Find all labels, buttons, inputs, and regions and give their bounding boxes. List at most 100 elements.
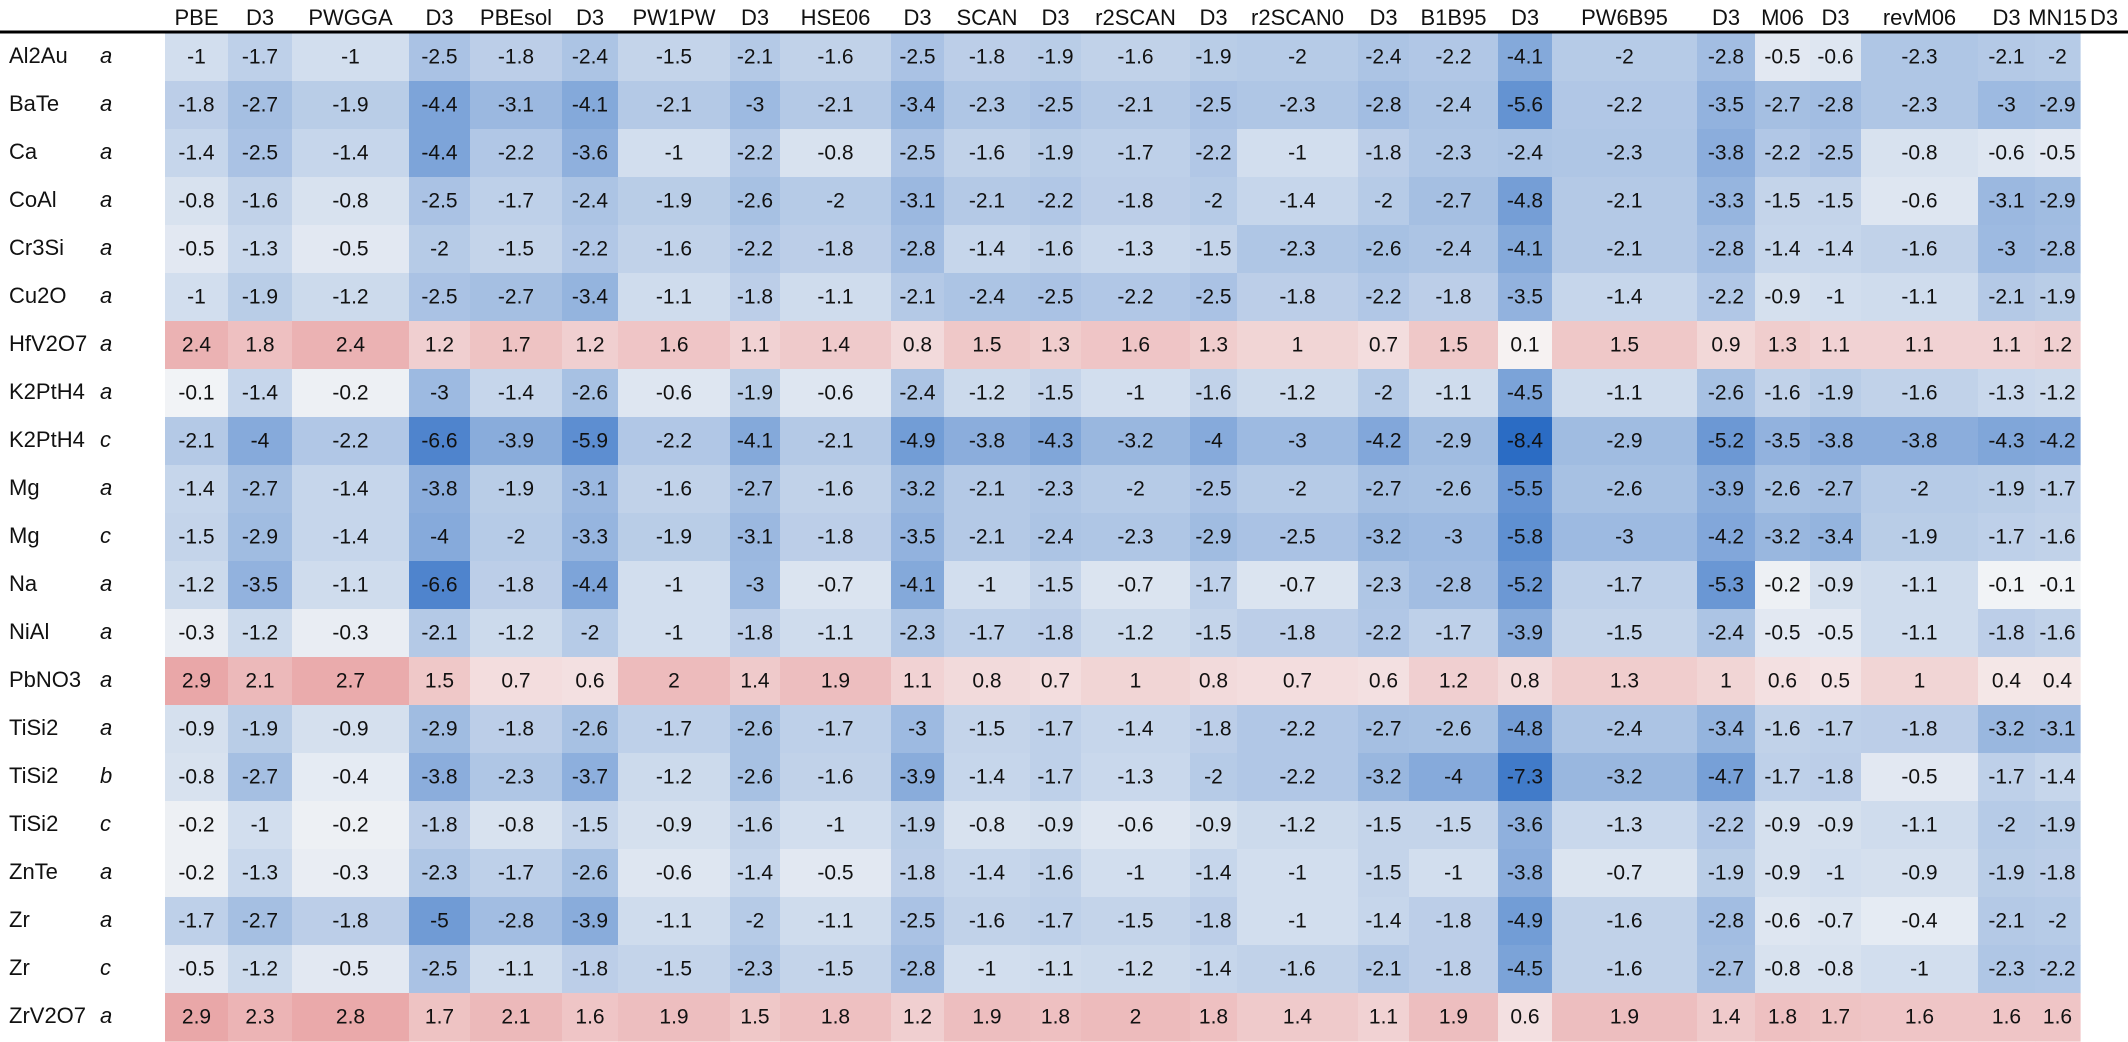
heatmap-cell: [780, 513, 892, 562]
heatmap-cell: [292, 993, 410, 1042]
heatmap-cell: [1081, 705, 1191, 754]
heatmap-cell: [1358, 417, 1410, 466]
cell-value-label: 0.9: [1711, 334, 1740, 357]
cell-value-label: -1.7: [1817, 718, 1853, 741]
cell-value-label: -1.9: [242, 286, 278, 309]
heatmap-cell: [292, 81, 410, 130]
heatmap-cell: [1030, 321, 1082, 370]
cell-value-label: -2.8: [1365, 94, 1401, 117]
cell-value-label: -2.3: [1365, 574, 1401, 597]
cell-value-label: -2.9: [2039, 94, 2075, 117]
row-label-material: Al2Au: [9, 43, 68, 68]
cell-value-label: 1: [1130, 670, 1142, 693]
cell-value-label: -1.6: [969, 142, 1005, 165]
heatmap-cell: [1030, 513, 1082, 562]
cell-value-label: -2.3: [737, 958, 773, 981]
heatmap-cell: [1409, 321, 1499, 370]
cell-value-label: -1: [1288, 142, 1307, 165]
cell-value-label: -0.6: [1764, 910, 1800, 933]
cell-value-label: -3.1: [737, 526, 773, 549]
heatmap-cell: [1810, 225, 1862, 274]
cell-value-label: -1.3: [242, 862, 278, 885]
cell-value-label: -1.7: [1117, 142, 1153, 165]
heatmap-cell: [470, 33, 563, 82]
cell-value-label: -2.6: [1435, 478, 1471, 501]
heatmap-cell: [1978, 753, 2036, 802]
heatmap-cell: [944, 33, 1031, 82]
cell-value-label: -0.6: [656, 382, 692, 405]
cell-value-label: -0.9: [1901, 862, 1937, 885]
heatmap-cell: [1755, 177, 1811, 226]
row-label-axis: c: [100, 955, 111, 980]
heatmap-cell: [228, 705, 293, 754]
heatmap-cell: [228, 273, 293, 322]
heatmap-cell: [780, 993, 892, 1042]
cell-value-label: -1.8: [332, 910, 368, 933]
row-label-material: HfV2O7: [9, 331, 87, 356]
cell-value-label: 2.9: [182, 670, 211, 693]
heatmap-cell: [1861, 609, 1979, 658]
heatmap-cell: [1498, 993, 1553, 1042]
cell-value-label: -2.2: [1708, 286, 1744, 309]
heatmap-cell: [1755, 321, 1811, 370]
heatmap-cell: [1810, 657, 1862, 706]
heatmap-cell: [1978, 993, 2036, 1042]
cell-value-label: -2.2: [572, 238, 608, 261]
heatmap-cell: [409, 369, 471, 418]
cell-value-label: 2.1: [245, 670, 274, 693]
cell-value-label: -2.2: [1606, 94, 1642, 117]
heatmap-cell: [1861, 273, 1979, 322]
cell-value-label: -2: [581, 622, 600, 645]
heatmap-cell: [891, 513, 945, 562]
cell-value-label: -2.2: [1279, 718, 1315, 741]
heatmap-cell: [780, 177, 892, 226]
cell-value-label: 1.6: [2043, 1006, 2072, 1029]
cell-value-label: -1.2: [242, 958, 278, 981]
cell-value-label: -2.1: [899, 286, 935, 309]
cell-value-label: -2.3: [969, 94, 1005, 117]
heatmap-cell: [1237, 801, 1359, 850]
cell-value-label: -1.8: [1037, 622, 1073, 645]
cell-value-label: -1.1: [1901, 622, 1937, 645]
heatmap-cell: [1552, 129, 1698, 178]
heatmap-cell: [1810, 321, 1862, 370]
heatmap-cell: [292, 177, 410, 226]
heatmap-cell: [470, 561, 563, 610]
heatmap-cell: [470, 609, 563, 658]
heatmap-cell: [1409, 561, 1499, 610]
cell-value-label: -1.7: [1037, 718, 1073, 741]
heatmap-cell: [1409, 177, 1499, 226]
row-label-axis: a: [100, 187, 112, 212]
heatmap-cell: [891, 177, 945, 226]
heatmap-cell: [165, 561, 229, 610]
heatmap-cell: [165, 417, 229, 466]
heatmap-cell: [1755, 273, 1811, 322]
cell-value-label: -2.7: [1365, 478, 1401, 501]
heatmap-cell: [228, 801, 293, 850]
heatmap-cell: [165, 849, 229, 898]
heatmap-cell: [292, 753, 410, 802]
heatmap-cell: [891, 801, 945, 850]
cell-value-label: -1.7: [178, 910, 214, 933]
heatmap-cell: [1081, 609, 1191, 658]
heatmap-cell: [730, 993, 781, 1042]
heatmap-cell: [1861, 417, 1979, 466]
heatmap-cell: [2035, 129, 2081, 178]
heatmap-cell: [1978, 513, 2036, 562]
heatmap-cell: [1358, 609, 1410, 658]
heatmap-cell: [780, 897, 892, 946]
cell-value-label: -4.2: [1365, 430, 1401, 453]
cell-value-label: -1.6: [2039, 526, 2075, 549]
cell-value-label: -1.1: [1435, 382, 1471, 405]
column-header-8: HSE06: [801, 5, 871, 30]
column-header-2: PWGGA: [308, 5, 393, 30]
column-header-14: r2SCAN0: [1251, 5, 1344, 30]
heatmap-cell: [228, 369, 293, 418]
heatmap-cell: [1358, 129, 1410, 178]
cell-value-label: -1.8: [1901, 718, 1937, 741]
heatmap-cell: [1861, 465, 1979, 514]
heatmap-cell: [730, 945, 781, 994]
cell-value-label: 0.4: [2043, 670, 2073, 693]
cell-value-label: 2.1: [501, 1006, 530, 1029]
cell-value-label: -1.1: [498, 958, 534, 981]
